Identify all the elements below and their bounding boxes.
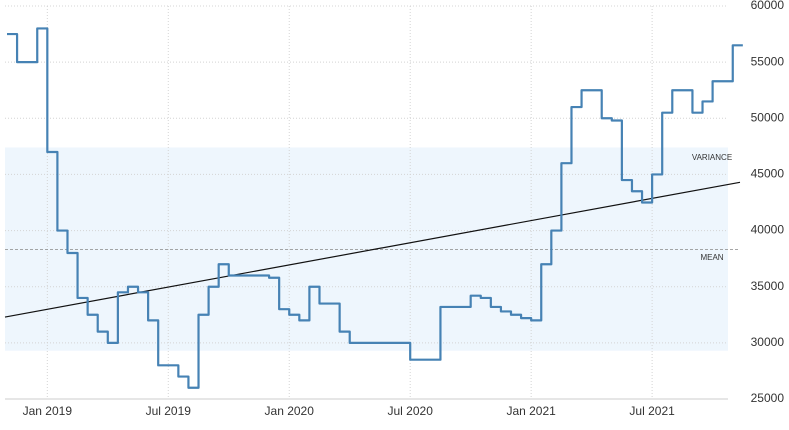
y-tick-label: 60000 <box>751 0 785 12</box>
price-line <box>7 27 743 389</box>
x-tick-label: Jul 2021 <box>629 404 675 418</box>
x-tick-label: Jul 2019 <box>146 404 192 418</box>
y-tick-label: 45000 <box>751 167 785 181</box>
y-tick-label: 40000 <box>751 223 785 237</box>
y-tick-label: 35000 <box>751 279 785 293</box>
y-tick-label: 55000 <box>751 54 785 68</box>
x-tick-label: Jan 2020 <box>265 404 315 418</box>
x-tick-label: Jan 2021 <box>506 404 556 418</box>
y-tick-label: 25000 <box>751 391 785 405</box>
variance-band <box>5 147 728 351</box>
x-tick-label: Jan 2019 <box>23 404 73 418</box>
x-tick-label: Jul 2020 <box>388 404 434 418</box>
mean-label: MEAN <box>700 253 723 262</box>
y-tick-label: 30000 <box>751 335 785 349</box>
y-tick-label: 50000 <box>751 110 785 124</box>
variance-label: VARIANCE <box>692 153 732 162</box>
trend-line <box>4 181 741 318</box>
